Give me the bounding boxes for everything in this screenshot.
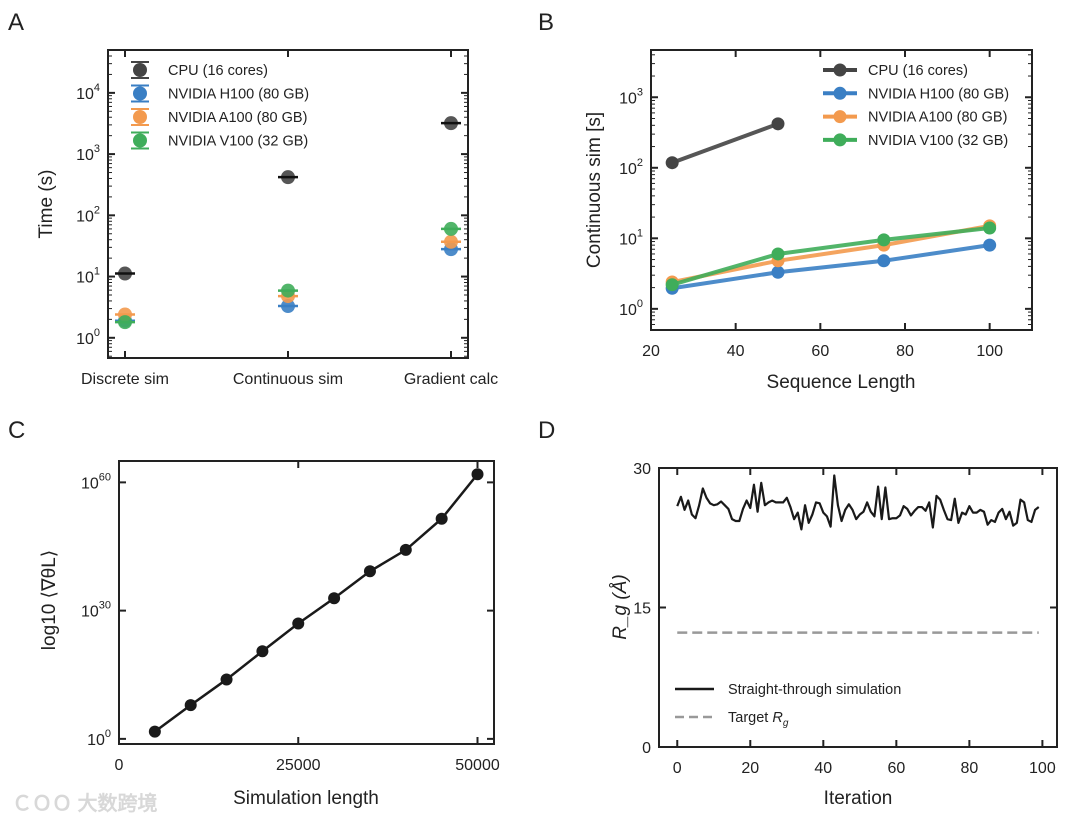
panel-a-ytick-label: 102 — [76, 204, 100, 225]
panel-c-point — [471, 468, 484, 481]
panel-c-point — [399, 543, 412, 556]
panel-c-ytick-label: 1030 — [81, 600, 111, 621]
panel-c-point — [148, 725, 161, 738]
panel-b-legend-marker — [833, 133, 847, 147]
panel-a-xtick-label: Gradient calc — [404, 371, 498, 388]
panel-a-legend-label: NVIDIA V100 (32 GB) — [168, 134, 308, 150]
panel-d-xtick-label: 60 — [887, 760, 905, 777]
panel-c-xtick-label: 25000 — [276, 757, 321, 774]
panel-a-xtick-label: Continuous sim — [233, 371, 343, 388]
panel-b-point — [665, 156, 679, 170]
panel-b-legend-label: CPU (16 cores) — [868, 63, 968, 79]
panel-b-point — [877, 233, 891, 247]
panel-b-ylabel: Continuous sim [s] — [584, 112, 605, 268]
panel-c-point — [184, 699, 197, 712]
panel-b-series-line — [671, 243, 990, 291]
panel-c-ylabel: log10 ⟨∇θL⟩ — [39, 550, 60, 650]
panel-b-series-line — [671, 226, 990, 287]
panel-c-point — [435, 512, 448, 525]
panel-b-point — [877, 254, 891, 268]
panel-b-ytick-label: 103 — [619, 86, 643, 107]
panel-c-series-line — [154, 473, 479, 733]
panel-a-legend-marker — [133, 110, 147, 124]
panel-label-a: A — [8, 9, 24, 36]
panel-d-xtick-label: 40 — [814, 760, 832, 777]
panel-b-legend-label: NVIDIA V100 (32 GB) — [868, 133, 1008, 149]
panel-c-frame — [118, 460, 495, 745]
panel-b-xlabel: Sequence Length — [767, 372, 916, 393]
panel-label-b: B — [538, 9, 554, 36]
panel-d-frame — [658, 467, 1058, 748]
panel-a-legend-marker — [133, 63, 147, 77]
panel-a-ytick-label: 104 — [76, 82, 100, 103]
panel-b-point — [771, 117, 785, 131]
panel-a-ytick-label: 101 — [76, 266, 100, 287]
panel-d-ytick-label: 15 — [633, 601, 651, 618]
panel-d-ytick-label: 30 — [633, 461, 651, 478]
panel-b-xtick-label: 100 — [976, 343, 1003, 360]
panel-b-legend-marker — [833, 110, 847, 124]
panel-d-xlabel: Iteration — [824, 788, 893, 809]
panel-b-ytick-label: 102 — [619, 157, 643, 178]
panel-c-point — [256, 645, 269, 658]
panel-b-legend-label: NVIDIA H100 (80 GB) — [868, 86, 1009, 102]
watermark: ＣＯＯ 大数跨境 — [12, 791, 158, 815]
panel-b-ytick-label: 101 — [619, 227, 643, 248]
panel-b-frame — [650, 49, 1033, 331]
panel-a-legend-marker — [133, 86, 147, 101]
panel-b-point — [665, 278, 679, 292]
panel-b-point — [771, 265, 785, 279]
panel-c-point — [292, 617, 305, 630]
panel-b-legend-marker — [833, 63, 847, 77]
panel-d-ylabel: R_g (Å) — [610, 574, 631, 639]
panel-b-ytick-label: 100 — [619, 298, 643, 319]
panel-d-xtick-label: 20 — [741, 760, 759, 777]
panel-d-ytick-label: 0 — [642, 740, 651, 757]
panel-b-xtick-label: 40 — [727, 343, 745, 360]
panel-b-legend-marker — [833, 86, 847, 100]
panel-c-xtick-label: 0 — [115, 757, 124, 774]
panel-b-xtick-label: 20 — [642, 343, 660, 360]
panel-b-point — [771, 247, 785, 261]
panel-label-c: C — [8, 417, 25, 444]
panel-label-d: D — [538, 417, 555, 444]
panel-b-xtick-label: 60 — [811, 343, 829, 360]
panel-d-legend-label: Straight-through simulation — [728, 682, 901, 698]
panel-a-xtick-label: Discrete sim — [81, 371, 169, 388]
panel-b-point — [983, 221, 997, 235]
panel-c-point — [328, 592, 341, 605]
panel-c-xtick-label: 50000 — [455, 757, 500, 774]
panel-d-xtick-label: 80 — [960, 760, 978, 777]
panel-b-point — [983, 238, 997, 252]
panel-a-ylabel: Time (s) — [36, 170, 57, 239]
panel-a-ytick-label: 103 — [76, 143, 100, 164]
panel-a-legend-label: CPU (16 cores) — [168, 63, 268, 79]
panel-b-legend-label: NVIDIA A100 (80 GB) — [868, 110, 1007, 126]
panel-a-legend-marker — [133, 133, 147, 148]
panel-c-xlabel: Simulation length — [233, 788, 379, 809]
panel-a-ytick-label: 100 — [76, 327, 100, 348]
panel-d-xtick-label: 100 — [1029, 760, 1056, 777]
panel-d-xtick-label: 0 — [673, 760, 682, 777]
panel-b-xtick-label: 80 — [896, 343, 914, 360]
panel-c-point — [363, 565, 376, 578]
panel-a-legend-label: NVIDIA A100 (80 GB) — [168, 110, 307, 126]
panel-c-point — [220, 673, 233, 686]
panel-b-series-line — [671, 121, 779, 165]
panel-c-ytick-label: 1060 — [81, 471, 111, 492]
panel-c-ytick-label: 100 — [87, 728, 111, 749]
panel-a-legend-label: NVIDIA H100 (80 GB) — [168, 87, 309, 103]
panel-d-legend-label: Target Rg — [728, 710, 789, 729]
panel-a-frame — [107, 49, 469, 359]
panel-d-series-line — [676, 474, 1040, 531]
